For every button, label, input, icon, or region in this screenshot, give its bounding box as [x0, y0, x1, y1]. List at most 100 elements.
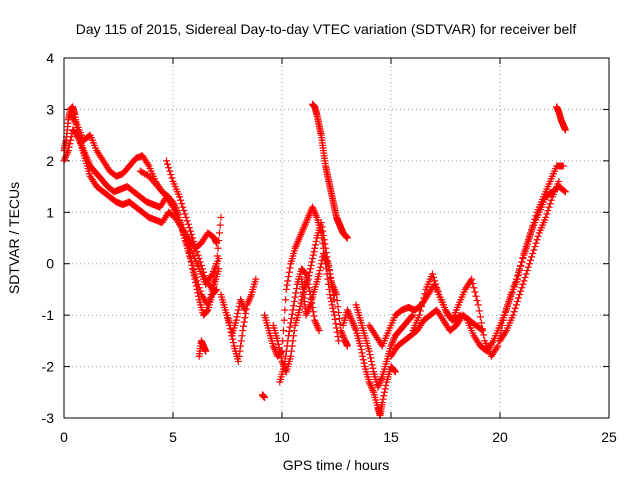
- data-point-s9-9-2: [301, 220, 309, 228]
- data-point-s20-4-1: [523, 267, 531, 275]
- y-tick-label-2: -1: [42, 307, 55, 323]
- data-point-s12-6-1: [320, 251, 328, 259]
- data-point-s9-8-2: [297, 231, 305, 239]
- data-point-s10-11-1: [318, 223, 326, 231]
- data-point-s15-8-4: [390, 335, 398, 343]
- data-point-s4-2-0: [176, 193, 184, 201]
- data-point-s4-4-0: [189, 234, 197, 242]
- data-point-s11-8-1: [311, 318, 319, 326]
- data-point-s6-4-1: [235, 352, 243, 360]
- data-point-s12-7-0: [324, 260, 332, 268]
- data-point-s19-8-3: [519, 255, 527, 263]
- data-point-s2-18-5: [190, 266, 198, 274]
- data-point-s20-4-2: [524, 263, 532, 271]
- data-point-s6-5-4: [242, 309, 250, 317]
- data-point-s19-6-4: [507, 292, 515, 300]
- data-point-s18-9-3: [471, 288, 479, 296]
- data-point-s1-0-1: [61, 155, 69, 163]
- data-point-s12-2-0: [302, 311, 310, 319]
- data-point-s10-6-0: [295, 306, 303, 314]
- x-tick-label-4: 20: [492, 429, 508, 445]
- y-tick-label-3: 0: [46, 256, 54, 272]
- data-point-s14-4-5: [360, 359, 368, 367]
- data-point-s4-4-2: [191, 241, 199, 249]
- data-point-s2-19-3: [194, 280, 202, 288]
- data-point-s20-0-5: [501, 328, 509, 336]
- data-point-s19-8-1: [517, 261, 525, 269]
- data-point-s14-6-2: [367, 381, 375, 389]
- data-point-s9-7-1: [292, 243, 300, 251]
- data-point-s18-10-4: [479, 325, 487, 333]
- plot-frame: [63, 57, 610, 419]
- data-point-s12-8-4: [331, 287, 339, 295]
- data-point-s11-8-5: [314, 325, 322, 333]
- data-point-s15-3-4: [368, 361, 376, 369]
- data-point-s19-6-1: [504, 303, 512, 311]
- data-point-s7-2-2: [234, 309, 242, 317]
- data-point-s10-6-1: [296, 303, 304, 311]
- data-point-s18-23-0: [559, 162, 567, 170]
- data-point-s20-2-4: [513, 297, 521, 305]
- data-point-s11-7-5: [310, 312, 318, 320]
- data-point-s8-1-0: [261, 393, 269, 401]
- data-point-s9-5-4: [285, 268, 293, 276]
- data-point-s18-9-5: [473, 297, 481, 305]
- data-point-s12-10-1: [338, 328, 346, 336]
- data-point-s4-0-1: [164, 160, 172, 168]
- data-point-s9-16-0: [330, 311, 338, 319]
- data-point-s14-1-0: [343, 306, 351, 314]
- data-point-s19-8-4: [520, 251, 528, 259]
- data-point-s20-5-1: [530, 246, 538, 254]
- data-point-s7-0-0: [224, 311, 231, 319]
- data-point-s11-1-3: [282, 347, 290, 355]
- data-point-s4-8-5: [216, 221, 224, 229]
- data-point-s14-2-3: [350, 321, 358, 329]
- data-point-s14-10-3: [380, 388, 388, 396]
- data-point-s18-3-2: [431, 277, 439, 285]
- data-point-s18-10-0: [474, 301, 482, 309]
- data-point-s11-6-5: [306, 287, 314, 295]
- data-point-s9-8-0: [295, 234, 303, 242]
- y-tick-label-0: -3: [42, 410, 55, 426]
- data-point-s18-9-1: [469, 279, 477, 287]
- data-point-s11-3-2: [290, 297, 298, 305]
- data-point-s18-9-2: [470, 284, 478, 292]
- data-point-s18-9-4: [472, 292, 480, 300]
- data-point-s9-5-3: [285, 273, 293, 281]
- data-point-s14-6-1: [366, 380, 374, 388]
- data-point-s20-7-2: [544, 207, 552, 215]
- data-point-s14-10-2: [380, 392, 388, 400]
- data-point-s14-13-0: [391, 368, 399, 376]
- data-point-s7-3-3: [239, 301, 247, 309]
- data-point-s20-9-0: [555, 177, 563, 185]
- data-point-s6-5-3: [241, 314, 249, 322]
- data-point-s9-10-1: [305, 212, 313, 220]
- y-tick-label-5: 2: [46, 153, 54, 169]
- data-point-s11-3-3: [291, 293, 299, 301]
- data-point-s19-7-3: [512, 275, 520, 283]
- data-point-s18-1-4: [420, 294, 428, 302]
- x-tick-label-3: 15: [383, 429, 399, 445]
- data-point-s9-8-5: [299, 225, 307, 233]
- data-point-s18-12-5: [493, 344, 501, 352]
- data-point-s2-19-1: [192, 273, 200, 281]
- y-tick-label-6: 3: [46, 101, 54, 117]
- data-point-s18-10-3: [477, 319, 485, 327]
- data-point-s20-7-4: [546, 200, 554, 208]
- data-point-s9-7-2: [293, 241, 301, 249]
- data-point-s1-3-1: [74, 133, 82, 141]
- data-point-s20-7-5: [547, 196, 555, 204]
- data-point-s15-5-5: [378, 375, 386, 383]
- data-point-s9-10-0: [304, 213, 312, 221]
- data-point-s12-10-2: [338, 330, 346, 338]
- data-point-s18-1-0: [415, 311, 423, 319]
- data-point-s14-10-1: [379, 395, 387, 403]
- data-point-s6-2-4: [229, 335, 237, 343]
- data-point-s19-7-2: [511, 279, 519, 287]
- data-point-s14-2-4: [351, 323, 359, 331]
- data-point-s4-5-3: [198, 265, 206, 273]
- data-point-s4-5-0: [195, 255, 203, 263]
- data-point-s9-16-5: [334, 333, 342, 341]
- data-point-s15-8-2: [388, 339, 396, 347]
